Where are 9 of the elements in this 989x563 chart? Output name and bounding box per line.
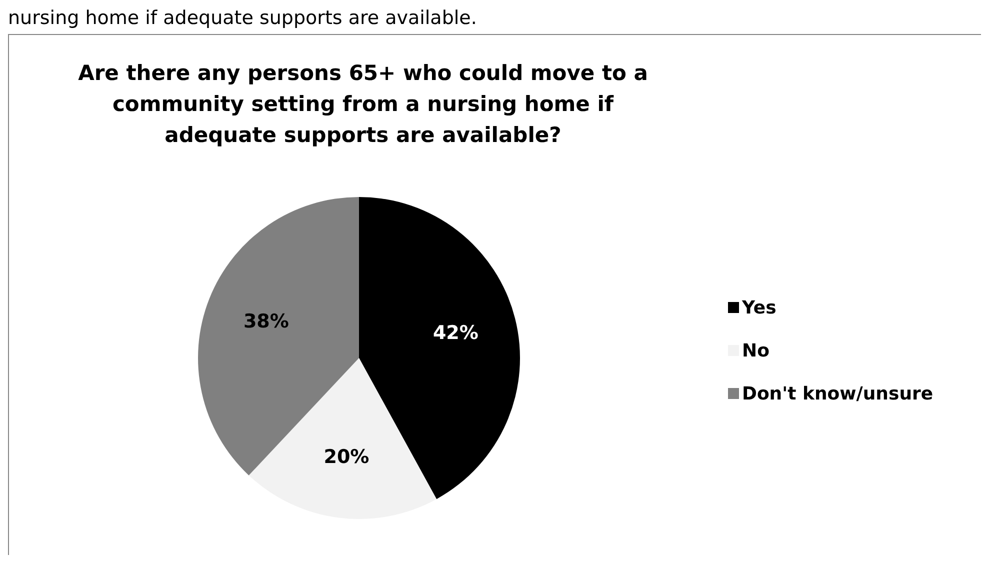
data-label: 38% <box>243 310 289 332</box>
legend-label: No <box>742 340 770 362</box>
legend-label: Don't know/unsure <box>742 384 934 404</box>
pie-slice <box>248 358 437 519</box>
text: nursing home if adequate supports are available. <box>8 7 477 29</box>
data-label: 20% <box>324 446 370 468</box>
legend-label: Yes <box>741 298 776 318</box>
chart-title: Are there any persons 65+ who could move to a community setting from a nursing home if adequate supports are available? <box>78 61 648 147</box>
data-label: 42% <box>432 322 478 344</box>
